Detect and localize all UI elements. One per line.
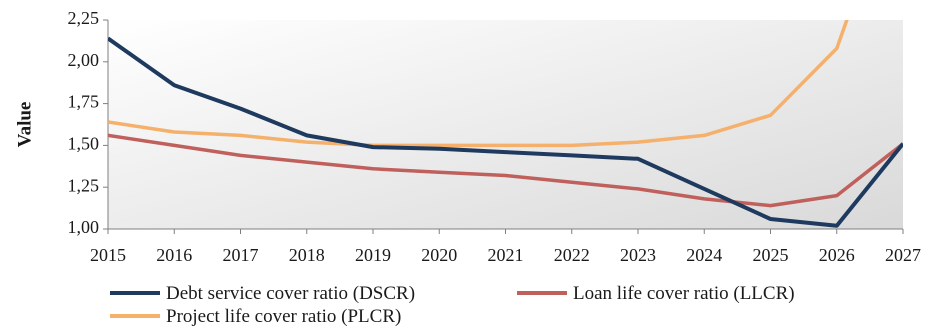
y-tick-label: 2,00	[68, 50, 100, 70]
series-line-llcr	[108, 133, 903, 208]
plot-background	[108, 20, 903, 229]
x-tick-label: 2022	[554, 245, 590, 265]
x-tick-label: 2020	[421, 245, 457, 265]
legend-label-dscr: Debt service cover ratio (DSCR)	[166, 283, 415, 304]
x-tick-label: 2021	[488, 245, 524, 265]
legend-label-plcr: Project life cover ratio (PLCR)	[166, 306, 401, 327]
x-tick-label: 2019	[355, 245, 391, 265]
x-tick-label: 2015	[90, 245, 126, 265]
legend: Debt service cover ratio (DSCR) Loan lif…	[110, 283, 795, 327]
x-tick-label: 2025	[753, 245, 789, 265]
series-line-dscr	[108, 36, 903, 228]
y-tick-label: 1,75	[68, 92, 100, 112]
y-tick-label: 1,00	[68, 217, 100, 237]
x-tick-label: 2023	[620, 245, 656, 265]
series-lines	[108, 20, 903, 228]
x-tick-label: 2018	[289, 245, 325, 265]
y-tick-label: 1,25	[68, 175, 100, 195]
x-tick-label: 2024	[686, 245, 722, 265]
y-axis-title: Value	[14, 102, 35, 148]
y-tick-label: 2,25	[68, 8, 100, 28]
series-line-plcr	[108, 20, 849, 148]
x-tick-label: 2017	[223, 245, 259, 265]
x-tick-label: 2027	[885, 245, 921, 265]
x-axis-ticks: 2015 2016 2017 2018 2019 2020 2021 2022 2023 2024…	[90, 229, 921, 265]
x-tick-label: 2026	[819, 245, 855, 265]
y-axis-ticks: 1,00 1,25 1,50 1,75 2,00 2,25	[68, 8, 108, 237]
y-tick-label: 1,50	[68, 134, 100, 154]
x-tick-label: 2016	[156, 245, 192, 265]
legend-label-llcr: Loan life cover ratio (LLCR)	[573, 283, 795, 304]
